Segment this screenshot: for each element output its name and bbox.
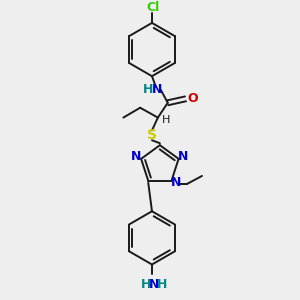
Text: N: N (171, 176, 182, 189)
Text: H: H (157, 278, 167, 291)
Text: N: N (149, 278, 159, 291)
Text: S: S (147, 128, 157, 142)
Text: H: H (141, 278, 151, 291)
Text: N: N (178, 150, 189, 163)
Text: O: O (187, 92, 198, 105)
Text: Cl: Cl (146, 1, 160, 13)
Text: N: N (152, 83, 162, 97)
Text: N: N (131, 150, 141, 163)
Text: H: H (162, 115, 170, 124)
Text: H: H (143, 83, 153, 97)
